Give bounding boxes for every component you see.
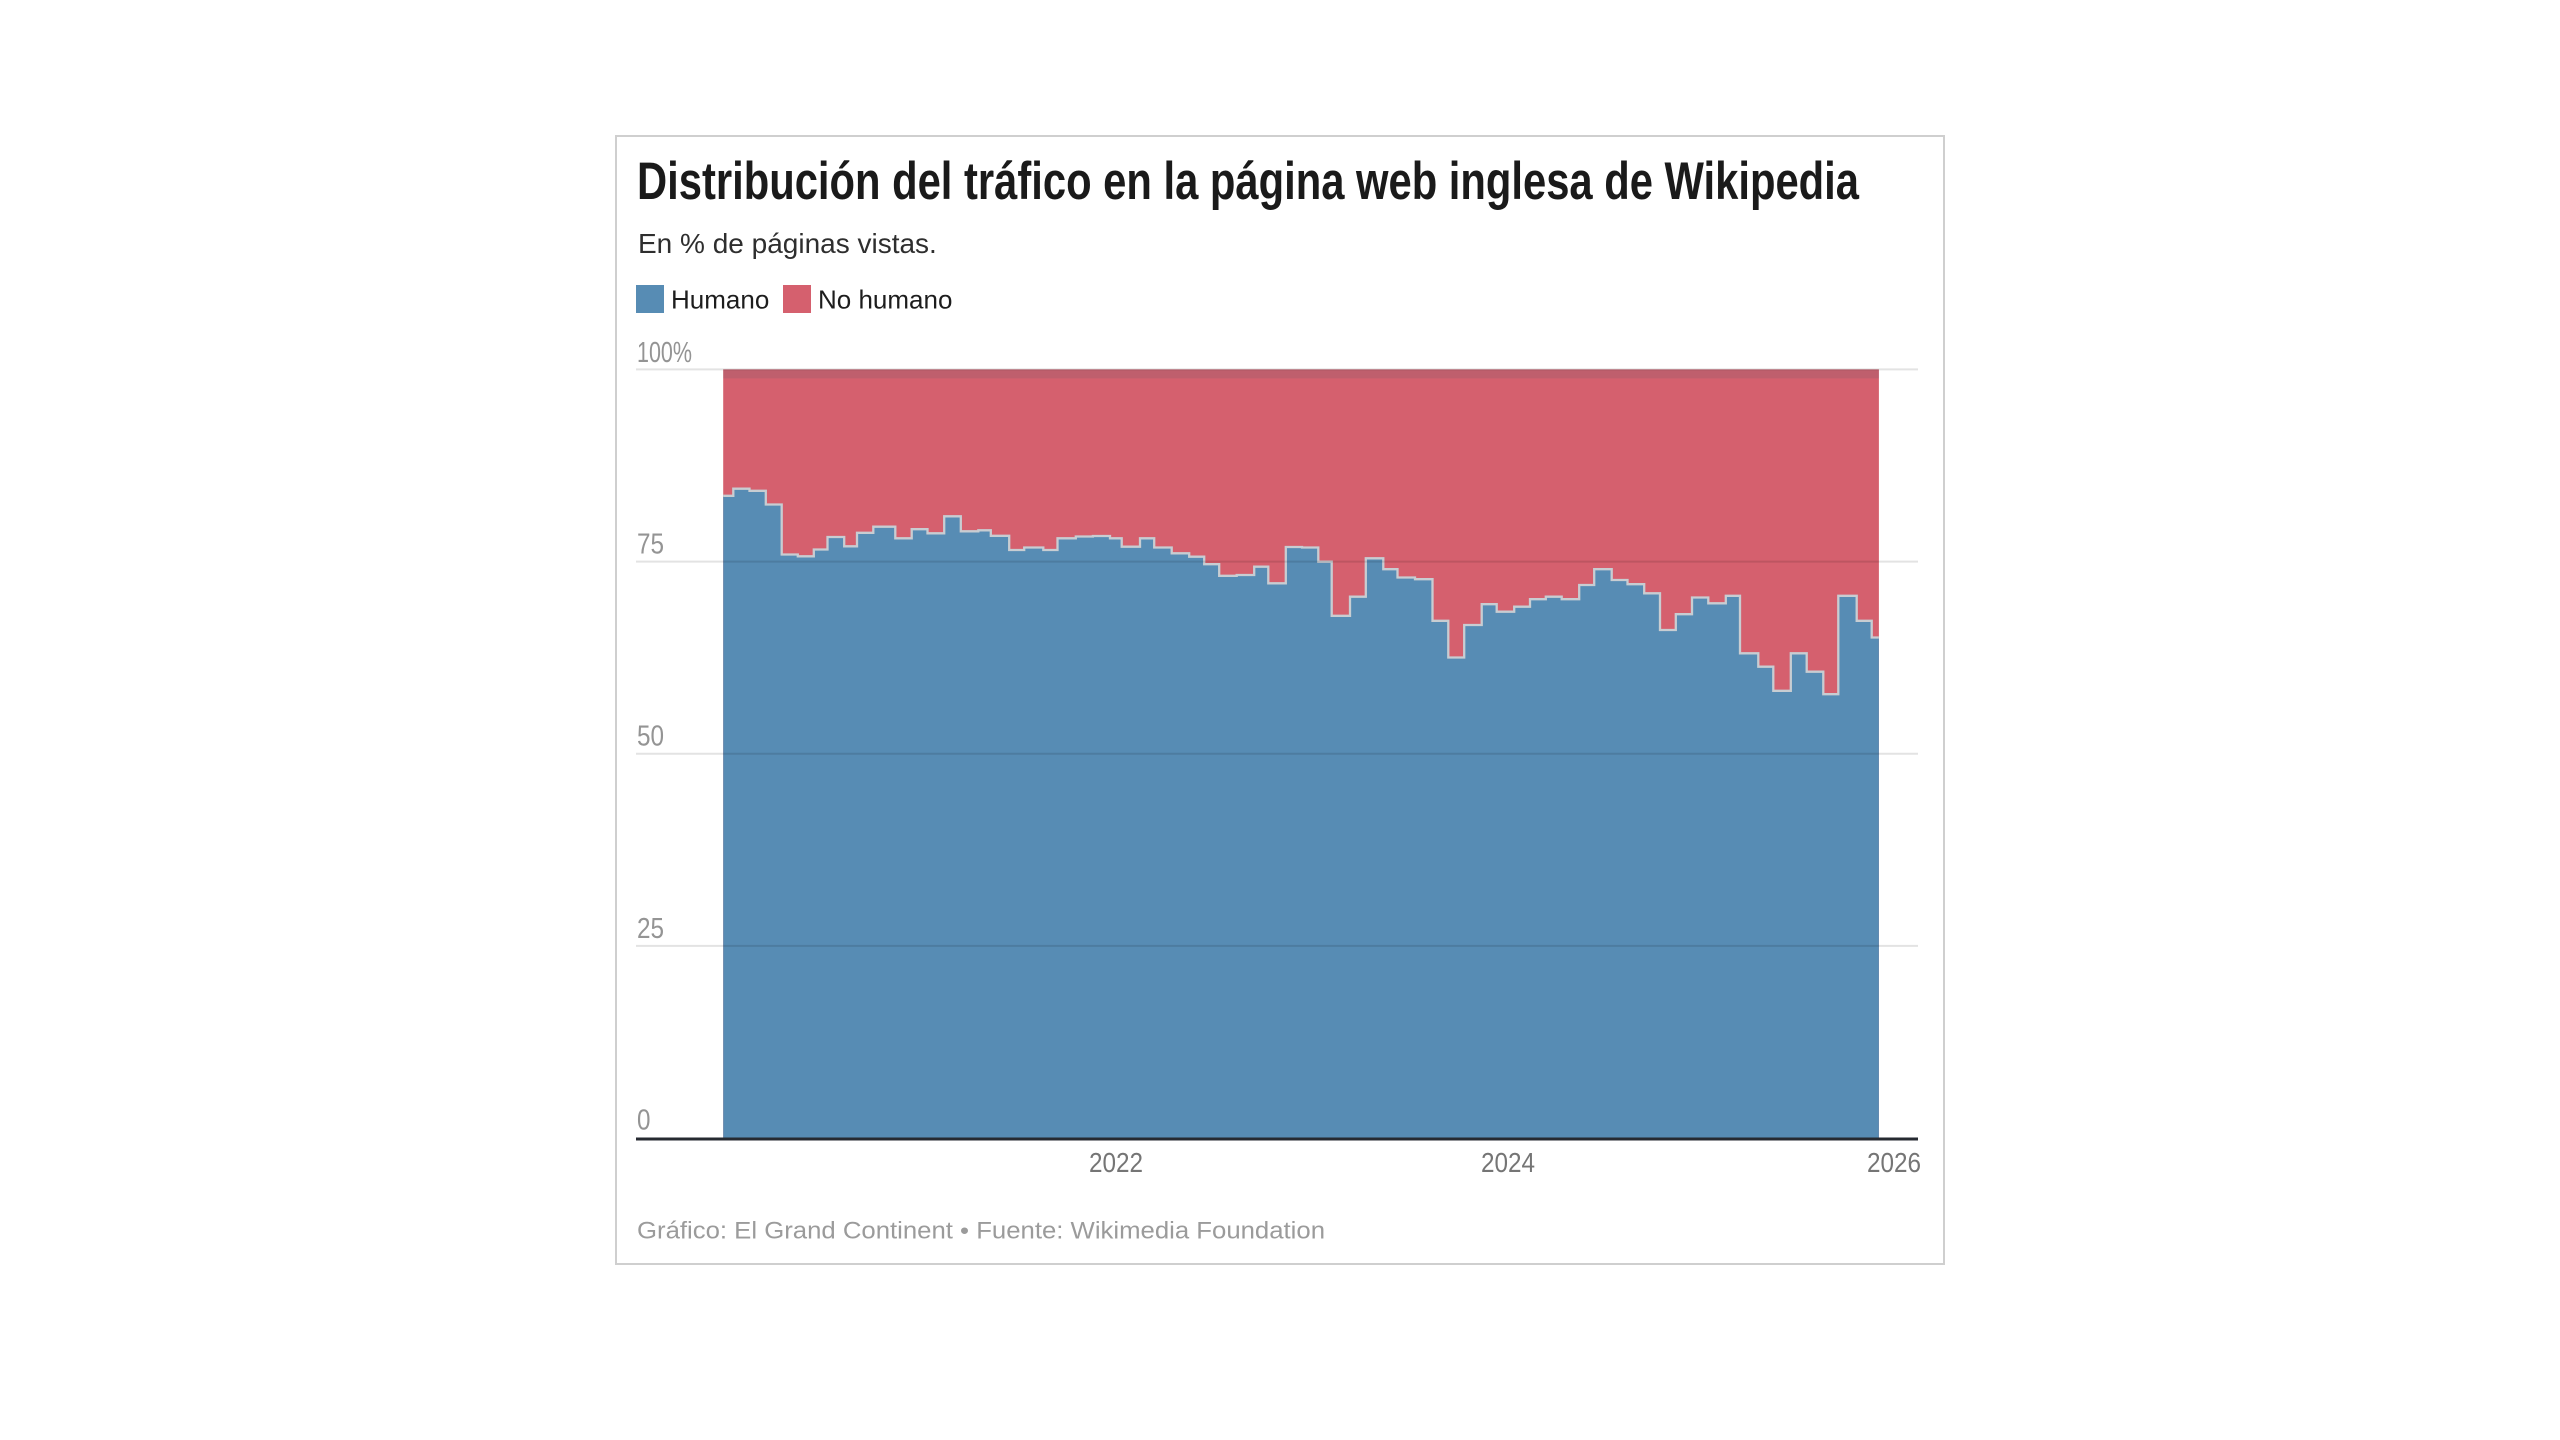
- svg-text:En % de páginas vistas.: En % de páginas vistas.: [638, 228, 937, 259]
- svg-text:2022: 2022: [1089, 1147, 1143, 1178]
- svg-text:No humano: No humano: [818, 285, 952, 315]
- svg-text:2024: 2024: [1481, 1147, 1535, 1178]
- svg-text:25: 25: [637, 913, 664, 945]
- svg-text:Gráfico: El Grand Continent •: Gráfico: El Grand Continent • Fuente: Wi…: [637, 1218, 1325, 1245]
- svg-text:0: 0: [637, 1105, 651, 1137]
- svg-text:Humano: Humano: [671, 285, 769, 315]
- svg-text:75: 75: [637, 529, 664, 561]
- svg-text:100%: 100%: [637, 337, 692, 369]
- svg-text:Distribución del tráfico en la: Distribución del tráfico en la página we…: [637, 152, 1859, 211]
- svg-text:2026: 2026: [1867, 1147, 1921, 1178]
- svg-text:50: 50: [637, 721, 664, 753]
